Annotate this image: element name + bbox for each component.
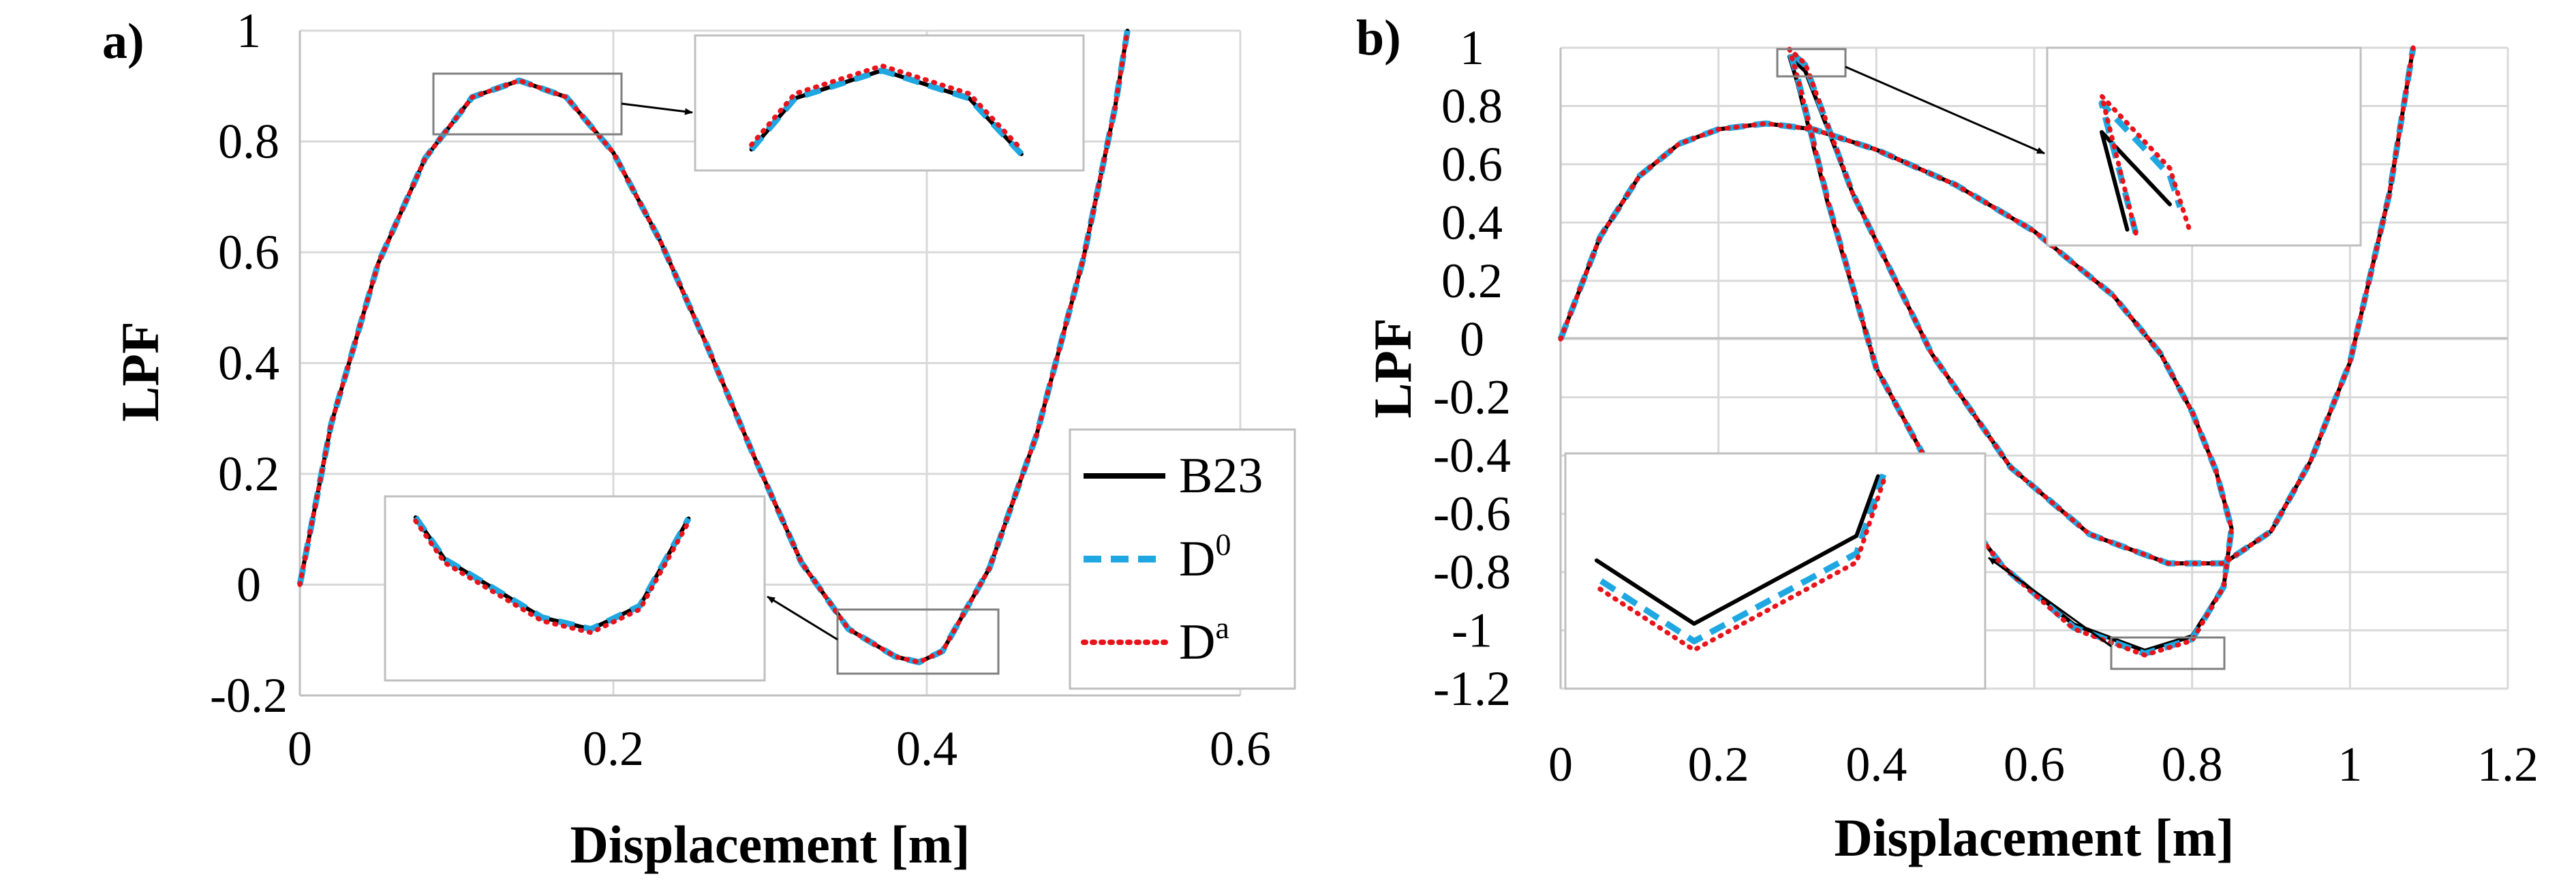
panel-b-x-tick-label: 0 bbox=[1548, 737, 1573, 792]
panel-b-y-title: LPF bbox=[1363, 318, 1422, 418]
panel-b-y-tick-label: 0.6 bbox=[1441, 137, 1503, 192]
panel-a-arrow-valley bbox=[767, 595, 838, 641]
panel-a-x-tick-label: 0.6 bbox=[1210, 721, 1271, 776]
panel-b-inset-peak bbox=[2046, 46, 2362, 247]
panel-a-inset-peak-series-da bbox=[749, 63, 1024, 152]
panel-a: a) B23 D0 Da bbox=[102, 3, 1296, 874]
panel-b-x-tick-label: 1 bbox=[2337, 737, 2362, 792]
panel-a-x-tick-label: 0.4 bbox=[896, 721, 957, 776]
panel-b-inset-peak-series bbox=[2098, 93, 2193, 236]
panel-b-x-tick-label: 1.2 bbox=[2477, 737, 2539, 792]
panel-a-x-ticks: 0 0.2 0.4 0.6 bbox=[288, 721, 1271, 776]
panel-b-inset-valley-series-b23 bbox=[1594, 474, 1880, 626]
panel-b-series bbox=[1557, 45, 2417, 658]
panel-a-inset-peak-series-d0 bbox=[749, 67, 1024, 157]
panel-a-y-tick-label: 1 bbox=[236, 3, 261, 58]
panel-a-legend-frame bbox=[1069, 428, 1296, 690]
panel-b-inset-valley-frame bbox=[1564, 452, 1987, 690]
panel-b-series-da bbox=[1558, 45, 2416, 658]
panel-b-inset-peak-frame bbox=[2046, 46, 2362, 247]
panel-b-inset-peak-series-da bbox=[2099, 93, 2193, 236]
panel-b-y-tick-label: 0 bbox=[1460, 312, 1484, 366]
panel-a-y-tick-label: -0.2 bbox=[210, 668, 288, 723]
panel-a-inset-valley-series-da bbox=[413, 518, 691, 635]
panel-a-legend: B23 D0 Da bbox=[1069, 428, 1296, 690]
panel-b-y-tick-label: -0.2 bbox=[1433, 370, 1511, 425]
panel-a-y-tick-label: 0 bbox=[236, 558, 261, 612]
panel-a-label: a) bbox=[102, 14, 144, 70]
panel-b-x-title: Displacement [m] bbox=[1834, 808, 2234, 867]
panel-b-y-tick-label: 0.4 bbox=[1441, 195, 1503, 250]
panel-b-y-tick-label: -0.6 bbox=[1433, 487, 1511, 541]
panel-b-zoom-box-peak bbox=[1776, 48, 1847, 78]
panel-b-x-tick-label: 0.8 bbox=[2162, 737, 2223, 792]
panel-b-y-tick-label: -0.4 bbox=[1433, 428, 1511, 483]
panel-a-y-tick-label: 0.8 bbox=[218, 115, 279, 169]
panel-a-inset-peak bbox=[694, 34, 1085, 172]
panel-b-y-tick-label: -0.8 bbox=[1433, 545, 1511, 599]
panel-b-arrow-peak bbox=[1845, 65, 2045, 155]
panel-a-inset-valley-frame bbox=[384, 495, 766, 682]
panel-a-zoom-box-valley bbox=[836, 608, 1000, 675]
panel-b-label: b) bbox=[1356, 10, 1401, 66]
panel-b-x-tick-label: 0.4 bbox=[1845, 737, 1907, 792]
panel-a-inset-valley-series-d0 bbox=[413, 515, 692, 633]
panel-b-y-tick-label: -1 bbox=[1452, 603, 1492, 658]
panel-b-inset-valley-series bbox=[1594, 473, 1887, 652]
panel-a-x-tick-label: 0 bbox=[288, 721, 312, 776]
legend-da-label: Da bbox=[1179, 610, 1229, 670]
panel-b-inset-valley-series-da bbox=[1594, 479, 1886, 652]
panel-a-series bbox=[296, 28, 1131, 665]
panel-a-arrow-peak bbox=[621, 102, 693, 115]
legend-b23-label: B23 bbox=[1179, 448, 1263, 504]
panel-b-axes bbox=[1559, 48, 2508, 689]
panel-b-x-ticks: 0 0.2 0.4 0.6 0.8 1 1.2 bbox=[1548, 737, 2539, 792]
panel-b-y-tick-label: 1 bbox=[1460, 20, 1484, 75]
panel-b-inset-valley-series-d0 bbox=[1595, 473, 1887, 644]
panel-b-y-ticks: -1.2-1-0.8-0.6-0.4-0.200.20.40.60.81 bbox=[1433, 20, 1511, 716]
panel-b-arrow-valley bbox=[1988, 556, 2112, 648]
panel-b-zoom-box-valley bbox=[2110, 636, 2226, 670]
panel-b-y-tick-label: 0.8 bbox=[1441, 78, 1503, 133]
panel-b-y-tick-label: -1.2 bbox=[1433, 661, 1511, 716]
panel-a-y-tick-label: 0.6 bbox=[218, 225, 279, 280]
panel-b-x-tick-label: 0.6 bbox=[2004, 737, 2065, 792]
panel-a-inset-valley-series bbox=[413, 515, 692, 635]
panel-a-y-tick-label: 0.4 bbox=[218, 336, 279, 391]
panel-a-x-title: Displacement [m] bbox=[570, 815, 970, 874]
legend-d0-label: D0 bbox=[1179, 527, 1231, 587]
panel-a-inset-valley bbox=[384, 495, 766, 682]
panel-a-y-title: LPF bbox=[110, 321, 170, 421]
panel-b-y-tick-label: 0.2 bbox=[1441, 254, 1503, 308]
panel-a-series-da bbox=[297, 28, 1130, 665]
panel-a-y-ticks: -0.2 0 0.2 0.4 0.6 0.8 1 bbox=[210, 3, 288, 723]
panel-b-inset-valley bbox=[1564, 452, 1987, 690]
panel-a-y-tick-label: 0.2 bbox=[218, 447, 279, 501]
panel-b-x-tick-label: 0.2 bbox=[1688, 737, 1749, 792]
panel-b-inset-peak-series-b23 bbox=[2100, 130, 2172, 232]
panel-a-inset-peak-series bbox=[749, 63, 1024, 157]
panel-a-x-tick-label: 0.2 bbox=[583, 721, 644, 776]
panel-b: b) 0 0.2 0.4 0.6 0.8 1 1.2 -1.2-1-0.8-0.6-0.4-… bbox=[1356, 10, 2539, 867]
